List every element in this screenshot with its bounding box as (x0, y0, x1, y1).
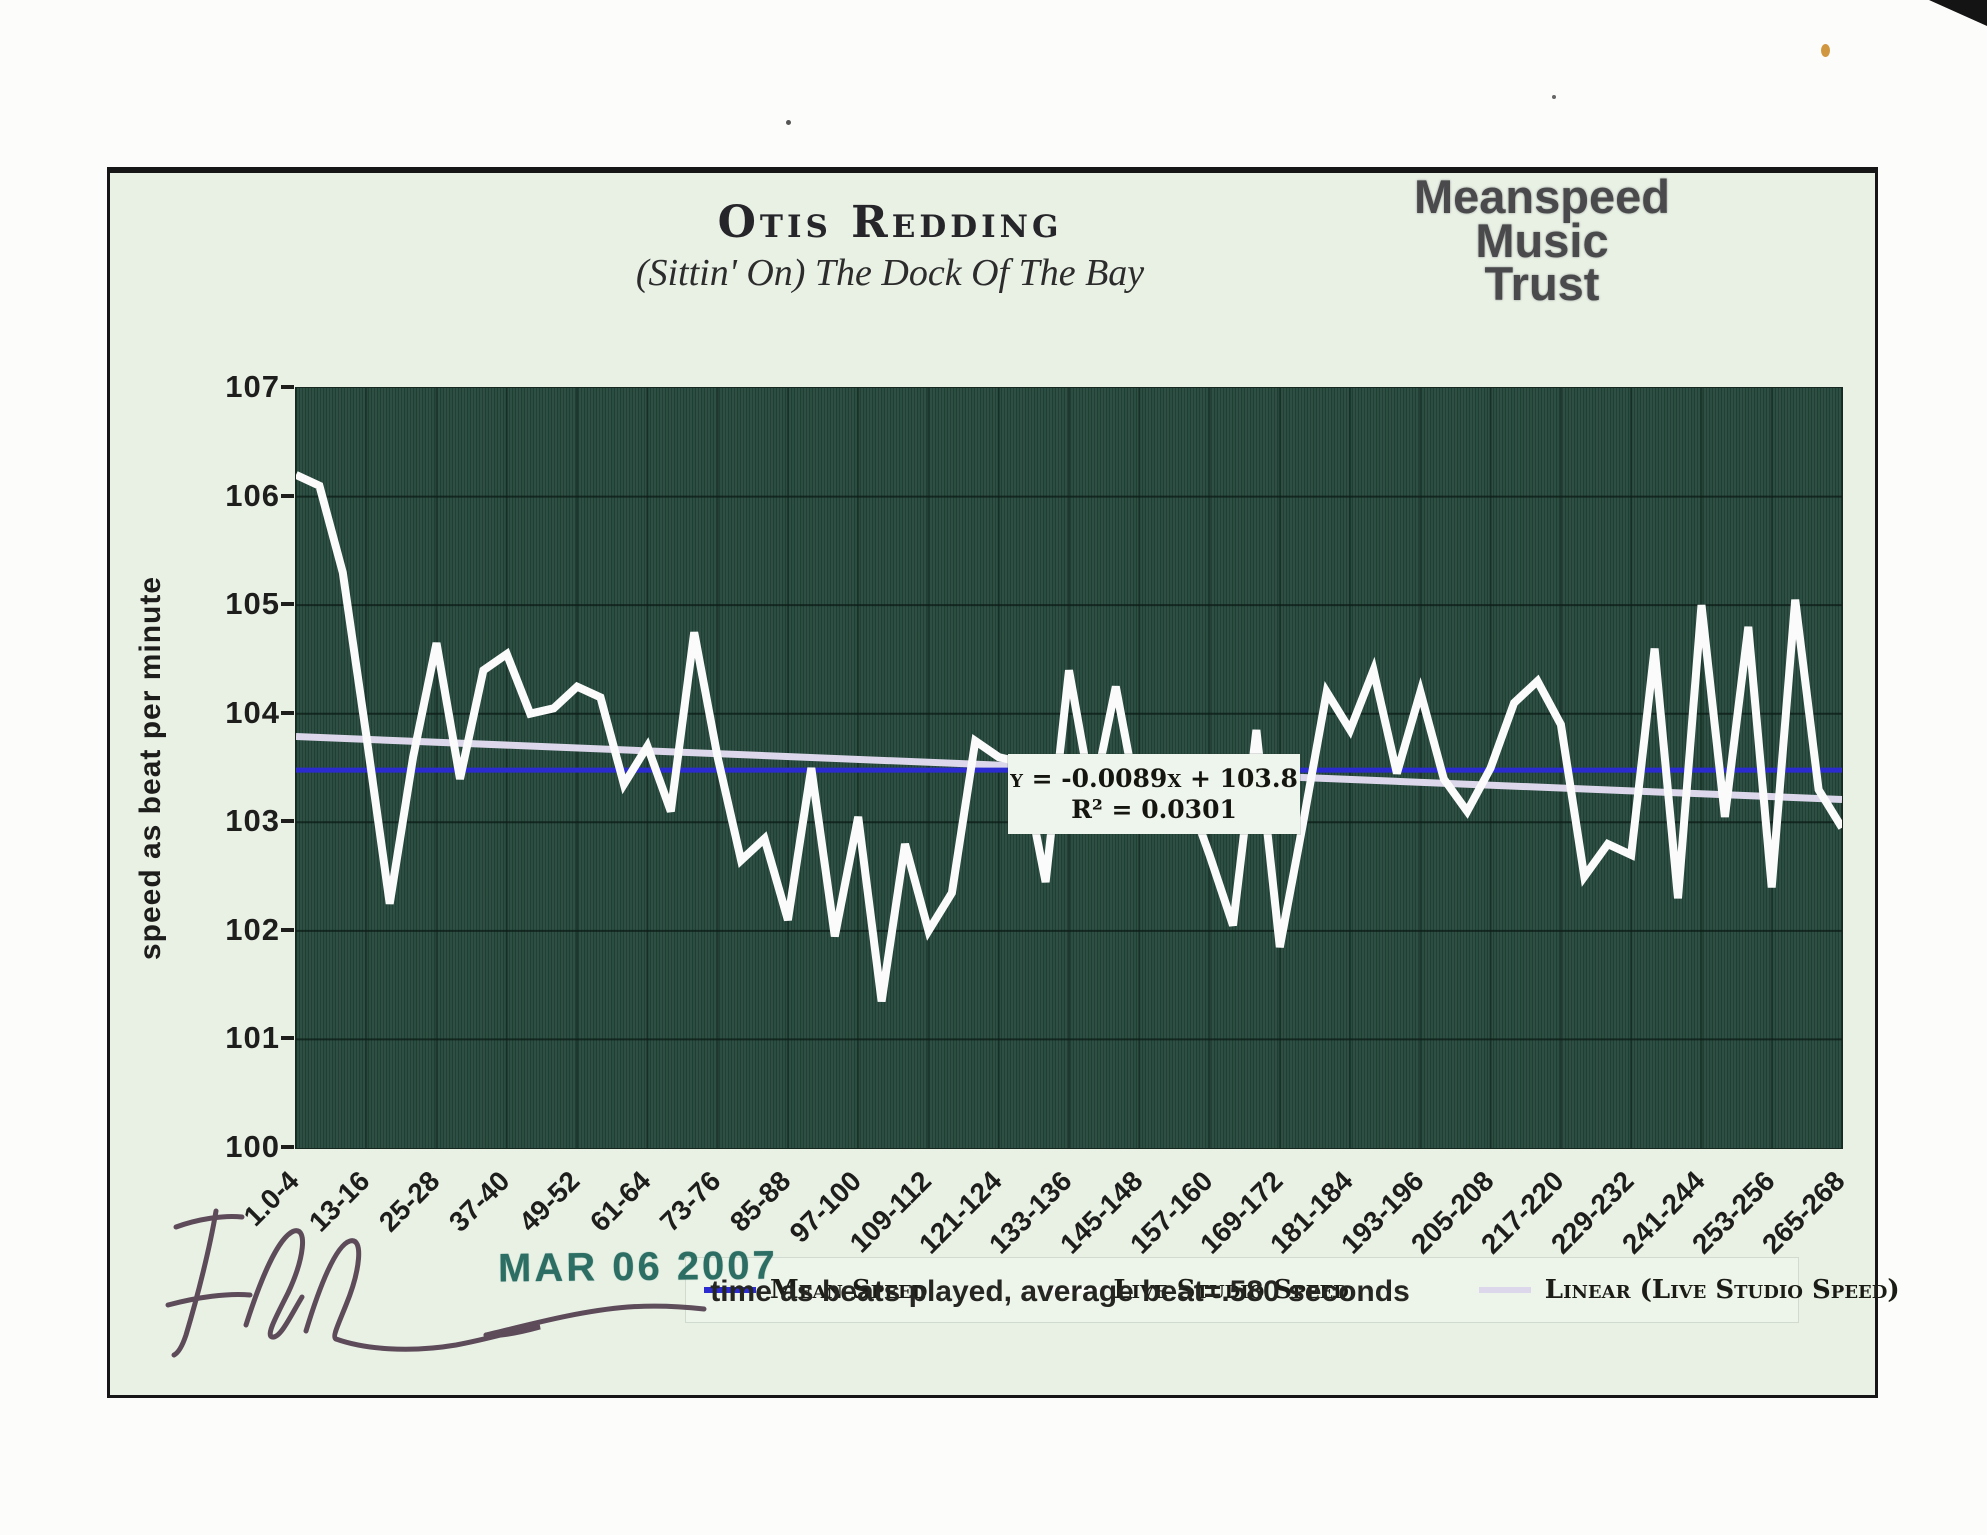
plot-area: y = -0.0089x + 103.8 R² = 0.0301 Mean Sp… (295, 387, 1900, 1322)
y-tick-label: 106 (225, 477, 280, 513)
r-squared-value: R² = 0.0301 (1071, 795, 1237, 824)
tempo-line-chart (296, 388, 1842, 1148)
legend-label: Live Studio Speed (1113, 1275, 1349, 1305)
handwritten-signature (165, 1208, 707, 1358)
trend-equation-box: y = -0.0089x + 103.8 R² = 0.0301 (1008, 754, 1300, 834)
y-tick-label: 107 (225, 369, 280, 404)
legend-item-live-studio-speed: Live Studio Speed (1047, 1275, 1349, 1305)
y-tick-label: 104 (225, 694, 280, 730)
chart-card: Otis Redding (Sittin' On) The Dock Of Th… (107, 167, 1900, 1398)
y-tick-mark (281, 710, 294, 715)
y-tick-label: 103 (225, 803, 280, 839)
y-axis-title: speed as beat per minute (134, 575, 167, 961)
y-tick-mark (281, 385, 294, 389)
legend-item-linear: Linear (Live Studio Speed) (1478, 1275, 1900, 1305)
meanspeed-music-trust-stamp: Meanspeed Music Trust (1392, 170, 1692, 311)
y-tick-mark (281, 602, 294, 607)
mean-speed-swatch-icon (704, 1287, 756, 1293)
stamp-line: Meanspeed (1414, 170, 1670, 223)
y-tick-mark (281, 1036, 294, 1041)
x-axis-caption: time as beats played, average beat=.580 … (710, 1275, 1410, 1308)
legend-label: Mean Speed (770, 1275, 928, 1305)
linear-trend-swatch-icon (1478, 1287, 1531, 1293)
ink-speck (1821, 44, 1830, 57)
chart-title: Otis Redding (717, 197, 1063, 248)
scan-corner-artifact (1929, 0, 1987, 26)
y-tick-mark (281, 1145, 294, 1149)
live-studio-speed-line (296, 471, 1842, 1002)
stamp-line: Trust (1484, 257, 1600, 311)
live-studio-speed-swatch-icon (1047, 1287, 1100, 1293)
stamp-line: Music (1475, 213, 1609, 267)
y-tick-label: 100 (225, 1129, 280, 1164)
y-tick-mark (281, 927, 294, 932)
y-tick-mark (281, 819, 294, 824)
y-tick-label: 102 (225, 911, 280, 947)
y-tick-label: 105 (225, 586, 280, 622)
y-tick-mark (281, 493, 294, 498)
legend-item-mean-speed: Mean Speed (704, 1275, 927, 1305)
legend-label: Linear (Live Studio Speed) (1544, 1275, 1900, 1305)
y-tick-label: 101 (225, 1020, 280, 1056)
dust-speck (786, 120, 791, 125)
trend-equation: y = -0.0089x + 103.8 (1010, 763, 1298, 793)
dust-speck (1552, 95, 1556, 99)
chart-subtitle: (Sittin' On) The Dock Of The Bay (635, 252, 1145, 294)
legend: Mean Speed Live Studio Speed Linear (Liv… (686, 1258, 1900, 1322)
